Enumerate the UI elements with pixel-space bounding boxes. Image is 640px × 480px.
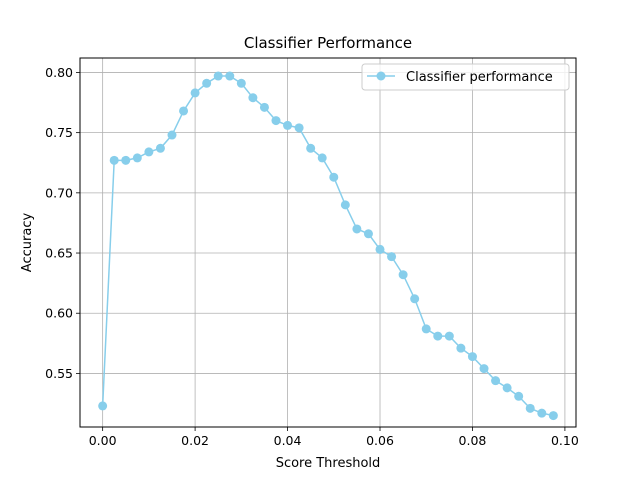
x-tick-label: 0.08 — [459, 433, 487, 448]
data-point — [225, 71, 235, 81]
data-point — [98, 401, 108, 411]
data-point — [259, 102, 269, 112]
data-point — [294, 123, 304, 133]
x-tick-label: 0.10 — [551, 433, 579, 448]
data-point — [155, 143, 165, 153]
data-point — [410, 294, 420, 304]
data-point — [190, 88, 200, 98]
data-point — [202, 78, 212, 88]
data-point — [456, 343, 466, 353]
y-axis-title: Accuracy — [20, 213, 35, 273]
legend-label: Classifier performance — [406, 70, 553, 85]
series-layer — [98, 71, 558, 421]
ticks: 0.00 0.02 0.04 0.06 0.08 0.10 0.55 0.60 0.65 0.70… — [45, 65, 579, 448]
data-point — [548, 411, 558, 421]
legend: Classifier performance — [361, 63, 570, 91]
data-point — [352, 224, 362, 234]
x-axis-title: Score Threshold — [276, 456, 381, 471]
legend-marker-swatch — [376, 71, 386, 81]
data-point — [514, 391, 524, 401]
data-point — [491, 376, 501, 386]
data-point — [329, 172, 339, 182]
data-point — [502, 383, 512, 393]
data-point — [283, 120, 293, 130]
data-point — [132, 153, 142, 163]
x-tick-label: 0.02 — [181, 433, 209, 448]
data-point — [248, 93, 258, 103]
data-point — [340, 200, 350, 210]
data-point — [467, 352, 477, 362]
legend-box — [361, 63, 570, 91]
x-tick-label: 0.06 — [366, 433, 394, 448]
data-point — [444, 331, 454, 341]
y-tick-label: 0.70 — [45, 185, 73, 200]
data-point — [306, 143, 316, 153]
series-line — [101, 75, 554, 417]
x-tick-label: 0.04 — [274, 433, 302, 448]
data-point — [144, 147, 154, 157]
data-point — [421, 324, 431, 334]
data-point — [363, 229, 373, 239]
y-tick-label: 0.60 — [45, 306, 73, 321]
y-tick-label: 0.80 — [45, 65, 73, 80]
data-point — [433, 331, 443, 341]
data-point — [479, 364, 489, 374]
data-point — [398, 270, 408, 280]
data-point — [375, 244, 385, 254]
data-point — [167, 130, 177, 140]
data-point — [236, 78, 246, 88]
grid — [80, 58, 576, 427]
x-tick-label: 0.00 — [89, 433, 117, 448]
data-point — [525, 403, 535, 413]
chart-title: Classifier Performance — [244, 34, 412, 52]
y-tick-label: 0.75 — [45, 125, 73, 140]
plot-frame — [79, 57, 577, 428]
data-point — [387, 252, 397, 262]
data-point — [271, 116, 281, 126]
data-point — [213, 71, 223, 81]
y-tick-label: 0.65 — [45, 246, 73, 261]
data-point — [109, 155, 119, 165]
data-point — [537, 408, 547, 418]
y-tick-label: 0.55 — [45, 366, 73, 381]
data-point — [317, 153, 327, 163]
data-point — [121, 155, 131, 165]
data-point — [179, 106, 189, 116]
